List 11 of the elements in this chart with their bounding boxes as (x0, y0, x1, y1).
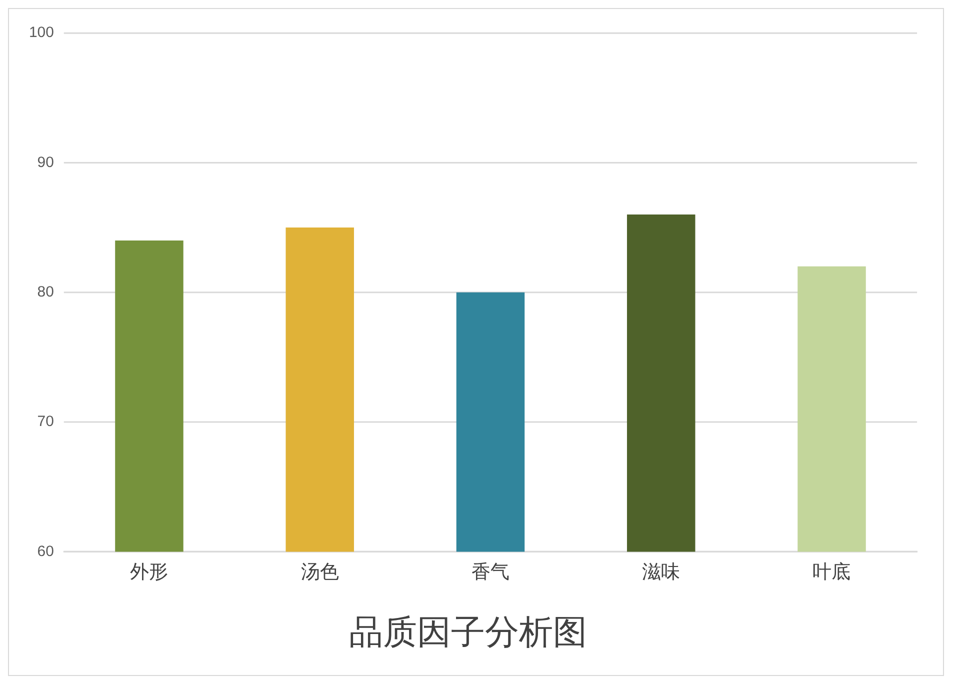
x-tick-label: 滋味 (642, 561, 680, 584)
x-tick-label: 叶底 (812, 561, 851, 584)
y-tick-label: 60 (37, 542, 54, 560)
y-tick-label: 90 (37, 154, 54, 171)
x-tick-label: 香气 (471, 561, 510, 584)
y-tick-label: 70 (37, 413, 54, 430)
y-tick-label: 80 (37, 283, 54, 300)
text: 品质因子分析图 (348, 612, 588, 652)
x-tick-label: 外形 (130, 561, 168, 584)
x-tick-label: 汤色 (300, 561, 339, 584)
y-tick-label: 100 (28, 24, 54, 42)
